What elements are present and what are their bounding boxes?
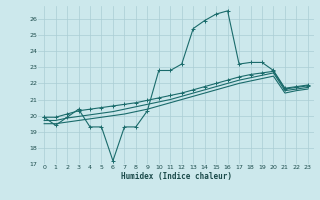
X-axis label: Humidex (Indice chaleur): Humidex (Indice chaleur) (121, 172, 231, 181)
